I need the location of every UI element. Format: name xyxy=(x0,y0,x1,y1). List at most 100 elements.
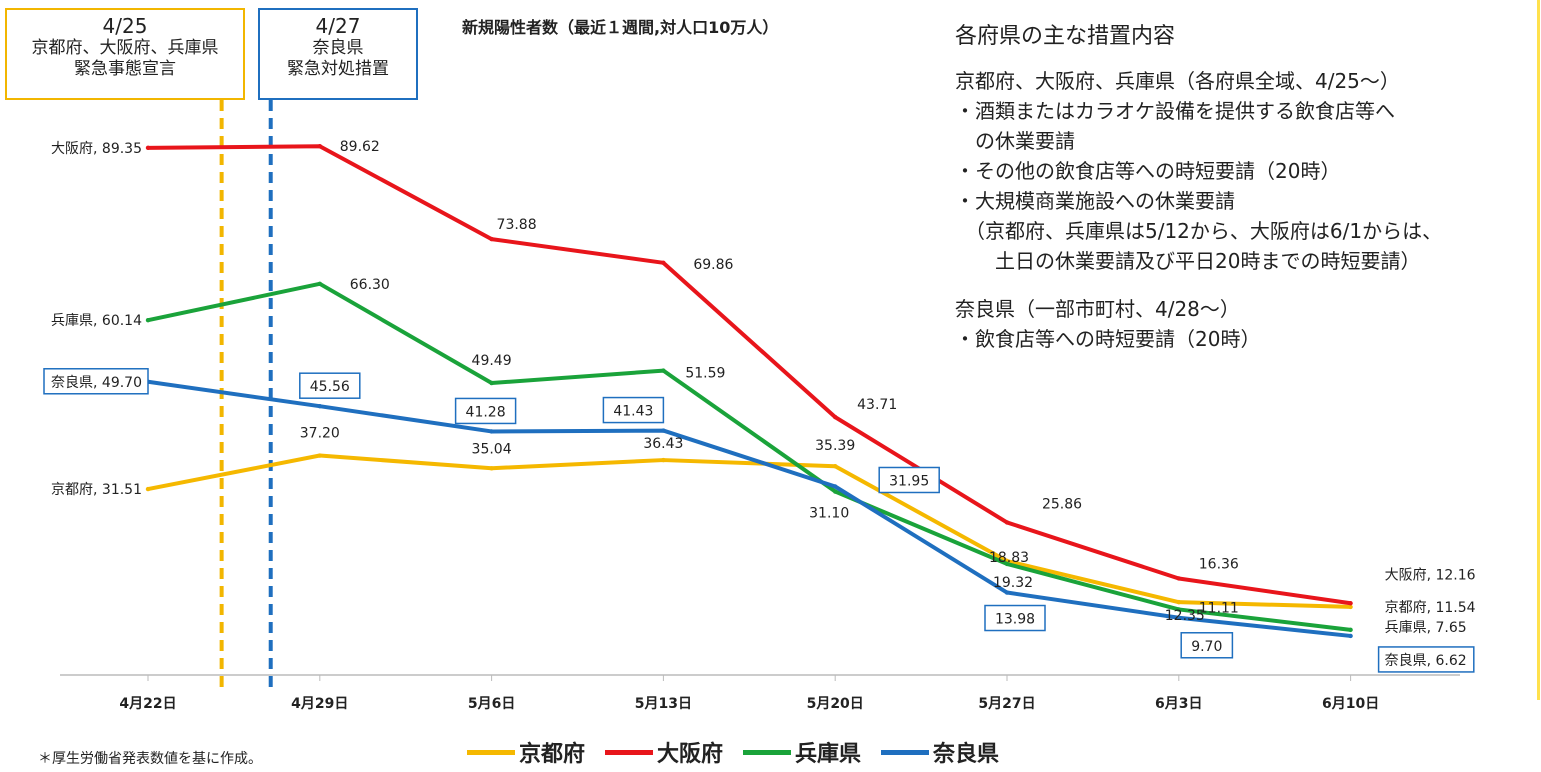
x-tick-label: 4月22日 xyxy=(119,696,176,712)
legend-item-nara: 奈良県 xyxy=(881,736,999,768)
data-label: 兵庫県, 60.14 xyxy=(51,312,142,329)
data-label: 18.83 xyxy=(989,550,1029,566)
data-point xyxy=(489,380,494,386)
data-label: 大阪府, 12.16 xyxy=(1385,567,1476,583)
data-point xyxy=(833,489,838,494)
data-point xyxy=(1176,576,1182,581)
data-label: 89.62 xyxy=(340,139,380,155)
measure-line: ・大規模商業施設への休業要請 xyxy=(955,189,1235,213)
data-label: 12.35 xyxy=(1165,608,1205,624)
data-point xyxy=(833,484,838,489)
data-point xyxy=(317,453,322,458)
x-tick-label: 5月13日 xyxy=(635,696,692,712)
data-point xyxy=(489,429,494,434)
x-tick-label: 5月6日 xyxy=(468,696,515,712)
data-point xyxy=(1004,561,1010,567)
measures-title: 各府県の主な措置内容 xyxy=(955,24,1176,49)
data-label: 兵庫県, 7.65 xyxy=(1385,619,1467,636)
event-line: 奈良県 xyxy=(312,38,364,58)
data-label: 35.39 xyxy=(815,438,855,454)
data-label: 9.70 xyxy=(1191,639,1222,655)
legend-label: 京都府 xyxy=(519,742,586,767)
x-tick-label: 6月10日 xyxy=(1322,696,1379,712)
data-point xyxy=(489,466,494,471)
legend-item-hyogo: 兵庫県 xyxy=(743,736,861,768)
data-point xyxy=(661,428,666,433)
data-point xyxy=(317,144,322,149)
data-point xyxy=(489,236,494,242)
data-point xyxy=(661,260,666,266)
data-point xyxy=(1176,615,1182,620)
data-label-box xyxy=(602,396,665,424)
data-point xyxy=(661,457,666,463)
data-label: 41.43 xyxy=(613,404,653,420)
data-point xyxy=(661,368,666,373)
chart-title: 新規陽性者数（最近１週間,対人口10万人） xyxy=(462,18,779,37)
event-box-kinki: 4/25 京都府、大阪府、兵庫県 緊急事態宣言 xyxy=(5,8,245,100)
data-label: 43.71 xyxy=(857,397,897,413)
data-label: 49.49 xyxy=(472,353,512,369)
data-label-box xyxy=(1180,632,1234,659)
data-label: 13.98 xyxy=(995,612,1035,628)
data-label-box xyxy=(299,372,361,399)
right-border-rule xyxy=(1537,0,1540,700)
data-point xyxy=(1348,601,1353,606)
event-line: 京都府、大阪府、兵庫県 xyxy=(31,38,219,58)
series-line-1 xyxy=(147,144,1351,606)
x-tick-label: 6月3日 xyxy=(1155,696,1202,712)
data-label: 66.30 xyxy=(350,277,390,293)
data-label: 45.56 xyxy=(310,379,350,395)
data-label: 69.86 xyxy=(693,257,733,273)
data-label: 37.20 xyxy=(300,426,340,442)
measure-line: ・その他の飲食店等への時短要請（20時） xyxy=(955,159,1341,183)
data-label: 25.86 xyxy=(1042,496,1082,512)
series-line-2 xyxy=(147,281,1351,632)
data-point xyxy=(317,403,322,409)
data-point xyxy=(1176,607,1182,612)
data-label: 京都府, 31.51 xyxy=(51,482,142,498)
data-label-box xyxy=(878,466,940,494)
data-label: 大阪府, 89.35 xyxy=(51,141,142,157)
data-point xyxy=(1004,590,1010,595)
event-line: 緊急対処措置 xyxy=(287,59,389,79)
legend-label: 大阪府 xyxy=(657,742,724,767)
chart-legend: 京都府 大阪府 兵庫県 奈良県 xyxy=(467,736,999,768)
measure-line: （京都府、兵庫県は5/12から、大阪府は6/1からは、 xyxy=(955,219,1443,243)
event-line: 緊急事態宣言 xyxy=(74,59,176,79)
data-label-box xyxy=(454,397,517,425)
measures-panel: 各府県の主な措置内容 京都府、大阪府、兵庫県（各府県全域、4/25～） ・酒類ま… xyxy=(955,18,1535,354)
legend-item-osaka: 大阪府 xyxy=(605,736,723,768)
data-point xyxy=(833,414,838,420)
data-label: 京都府, 11.54 xyxy=(1385,600,1476,616)
x-tick-label: 5月27日 xyxy=(978,696,1035,712)
data-point xyxy=(317,281,322,287)
legend-label: 奈良県 xyxy=(933,742,1000,767)
data-label: 奈良県, 6.62 xyxy=(1385,653,1467,669)
data-label-box xyxy=(1377,646,1475,673)
data-point xyxy=(1348,627,1353,633)
data-point xyxy=(1348,604,1353,610)
measure-line: 京都府、大阪府、兵庫県（各府県全域、4/25～） xyxy=(955,69,1400,93)
data-label-box xyxy=(984,604,1046,632)
data-label: 16.36 xyxy=(1199,556,1239,572)
x-tick-label: 4月29日 xyxy=(291,696,348,712)
measure-line: 奈良県（一部市町村、4/28～） xyxy=(955,297,1240,321)
series-line-0 xyxy=(147,453,1351,609)
x-tick-label: 5月20日 xyxy=(807,696,864,712)
data-point xyxy=(1004,520,1010,525)
data-label: 31.10 xyxy=(809,506,849,522)
data-label: 51.59 xyxy=(685,366,725,382)
data-point xyxy=(145,145,151,151)
data-point xyxy=(145,486,151,492)
data-label: 41.28 xyxy=(466,404,506,420)
data-label: 奈良県, 49.70 xyxy=(51,375,142,391)
legend-swatch xyxy=(467,749,515,755)
data-label-box xyxy=(43,368,149,395)
data-label: 73.88 xyxy=(497,217,537,233)
legend-item-kyoto: 京都府 xyxy=(467,736,585,768)
event-box-nara: 4/27 奈良県 緊急対処措置 xyxy=(258,8,418,100)
legend-swatch xyxy=(743,749,792,755)
legend-label: 兵庫県 xyxy=(795,742,862,767)
measure-line: の休業要請 xyxy=(955,129,1075,153)
